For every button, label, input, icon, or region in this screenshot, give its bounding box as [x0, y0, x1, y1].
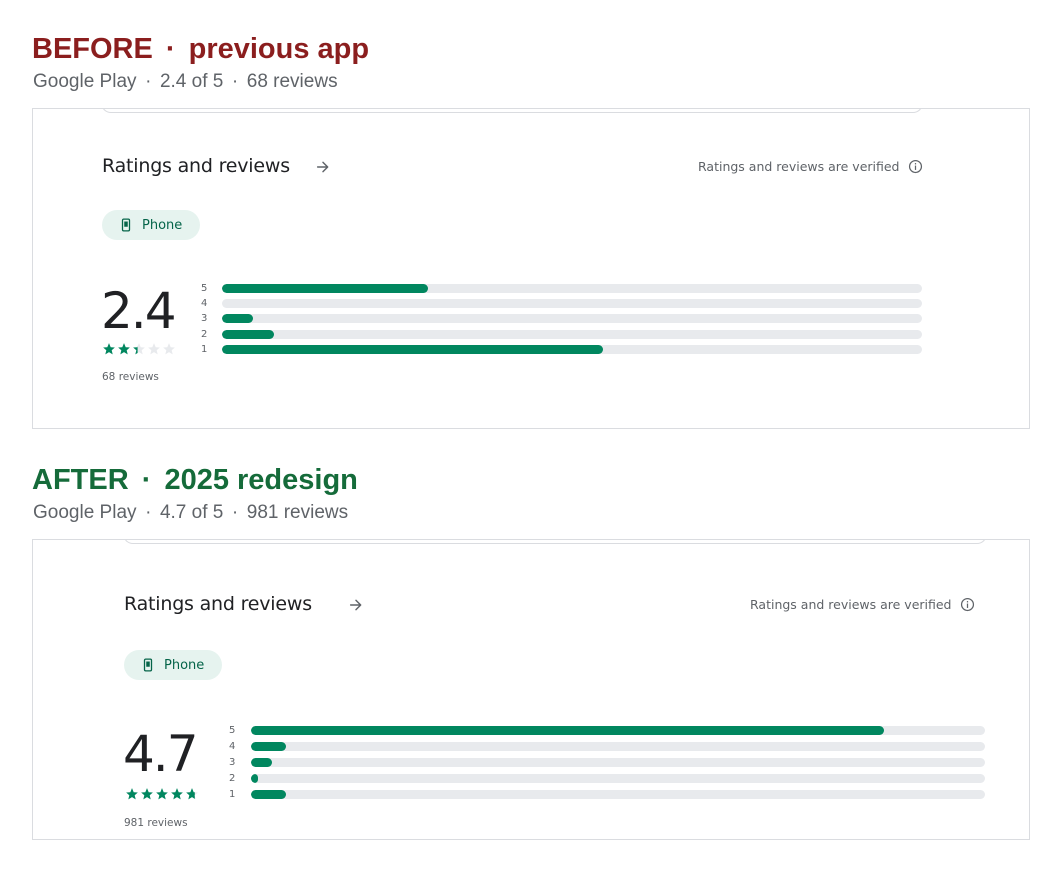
after-chip-label: Phone — [164, 657, 205, 673]
before-verified-notice: Ratings and reviews are verified — [698, 159, 923, 174]
after-ratings-title[interactable]: Ratings and reviews — [124, 593, 312, 615]
before-review-count: 68 reviews — [102, 371, 159, 383]
after-store: Google Play — [33, 502, 137, 523]
histogram-row: 1 — [229, 786, 985, 802]
histogram-bar — [251, 757, 273, 767]
histogram-track — [222, 283, 922, 293]
star-icon — [103, 343, 115, 355]
before-heading: BEFORE · previous app — [32, 32, 369, 66]
after-reviews-text: 981 reviews — [246, 502, 349, 523]
star-icon — [171, 788, 183, 800]
histogram-star-label: 4 — [229, 740, 236, 752]
star-icon — [186, 788, 198, 800]
before-store: Google Play — [33, 71, 137, 92]
histogram-bar — [222, 283, 428, 293]
after-meta: Google Play · 4.7 of 5 · 981 reviews — [33, 502, 348, 524]
before-rating-text: 2.4 of 5 — [159, 71, 224, 92]
before-star-rating — [102, 342, 176, 356]
histogram-star-label: 2 — [201, 328, 208, 340]
before-ratings-card: Ratings and reviews Ratings and reviews … — [32, 108, 1030, 429]
histogram-bar — [251, 789, 287, 799]
histogram-track — [251, 725, 985, 735]
histogram-track — [222, 329, 922, 339]
histogram-track — [222, 314, 922, 324]
histogram-row: 4 — [201, 295, 922, 311]
info-icon[interactable] — [908, 159, 923, 174]
before-reviews-text: 68 reviews — [246, 71, 338, 92]
histogram-bar — [251, 725, 884, 735]
histogram-star-label: 3 — [229, 756, 236, 768]
histogram-row: 3 — [229, 754, 985, 770]
before-label: BEFORE — [32, 33, 153, 65]
after-heading-separator: · — [141, 464, 152, 496]
before-verified-text: Ratings and reviews are verified — [698, 159, 900, 174]
histogram-row: 1 — [201, 342, 922, 358]
arrow-right-icon[interactable] — [348, 597, 364, 613]
before-subtitle: previous app — [188, 33, 370, 65]
histogram-row: 2 — [229, 770, 985, 786]
phone-icon — [121, 218, 131, 232]
after-rating-text: 4.7 of 5 — [159, 502, 224, 523]
info-icon[interactable] — [960, 597, 975, 612]
star-icon — [148, 343, 160, 355]
histogram-track — [251, 741, 985, 751]
histogram-row: 5 — [201, 280, 922, 296]
histogram-star-label: 2 — [229, 772, 236, 784]
star-icon — [126, 788, 138, 800]
after-average-rating: 4.7 — [123, 725, 199, 783]
histogram-track — [251, 773, 985, 783]
histogram-row: 3 — [201, 311, 922, 327]
histogram-row: 4 — [229, 738, 985, 754]
histogram-bar — [251, 773, 259, 783]
histogram-star-label: 5 — [229, 724, 236, 736]
star-icon — [118, 343, 130, 355]
star-icon — [156, 788, 168, 800]
star-icon — [163, 343, 175, 355]
histogram-star-label: 5 — [201, 282, 208, 294]
after-heading: AFTER · 2025 redesign — [32, 463, 358, 497]
before-meta-sep-2: · — [231, 71, 239, 92]
before-ratings-title[interactable]: Ratings and reviews — [102, 155, 290, 177]
before-meta: Google Play · 2.4 of 5 · 68 reviews — [33, 71, 338, 93]
before-phone-chip[interactable]: Phone — [102, 210, 201, 240]
after-meta-sep-1: · — [145, 502, 152, 523]
after-star-rating — [125, 787, 199, 801]
histogram-bar — [222, 314, 253, 324]
histogram-bar — [222, 345, 603, 355]
histogram-track — [222, 345, 922, 355]
after-review-count: 981 reviews — [124, 817, 188, 829]
histogram-track — [251, 757, 985, 767]
histogram-bar — [251, 741, 287, 751]
before-heading-separator: · — [165, 33, 176, 65]
after-ratings-card: Ratings and reviews Ratings and reviews … — [32, 539, 1030, 840]
histogram-track — [222, 298, 922, 308]
before-chip-label: Phone — [142, 217, 183, 233]
histogram-bar — [222, 329, 274, 339]
histogram-star-label: 1 — [229, 788, 236, 800]
histogram-star-label: 4 — [201, 297, 208, 309]
after-meta-sep-2: · — [231, 502, 239, 523]
after-subtitle: 2025 redesign — [164, 464, 358, 496]
after-phone-chip[interactable]: Phone — [124, 650, 223, 680]
before-previous-section-edge — [101, 109, 923, 113]
after-label: AFTER — [32, 464, 129, 496]
phone-icon — [143, 658, 153, 672]
star-icon — [141, 788, 153, 800]
histogram-row: 2 — [201, 326, 922, 342]
arrow-right-icon[interactable] — [315, 159, 331, 175]
before-meta-sep-1: · — [145, 71, 152, 92]
after-previous-section-edge — [123, 540, 987, 544]
histogram-track — [251, 789, 985, 799]
histogram-star-label: 1 — [201, 344, 208, 356]
after-verified-text: Ratings and reviews are verified — [750, 597, 952, 612]
before-average-rating: 2.4 — [101, 282, 177, 340]
histogram-star-label: 3 — [201, 313, 208, 325]
after-verified-notice: Ratings and reviews are verified — [750, 597, 975, 612]
histogram-row: 5 — [229, 722, 985, 738]
star-icon — [133, 343, 145, 355]
